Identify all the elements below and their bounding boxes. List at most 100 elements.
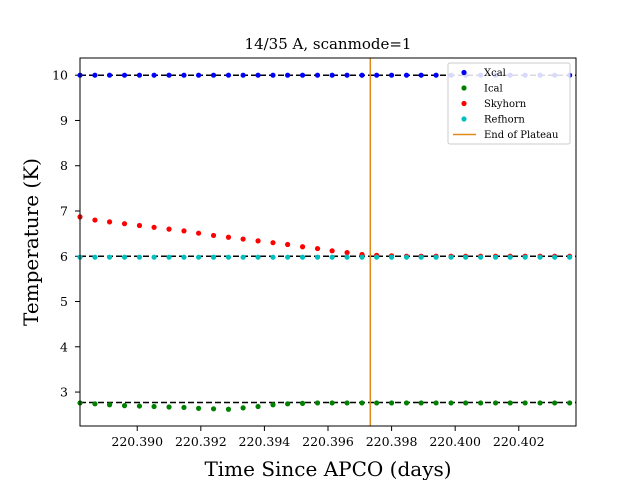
data-point xyxy=(121,221,128,227)
data-point xyxy=(433,254,439,260)
data-point xyxy=(329,254,335,260)
data-point xyxy=(359,72,365,78)
data-point xyxy=(374,72,380,78)
data-point xyxy=(463,254,469,260)
legend-marker xyxy=(461,69,467,76)
y-tick-label: 4 xyxy=(60,339,68,354)
data-point xyxy=(225,254,232,260)
data-point xyxy=(314,245,321,252)
data-point xyxy=(359,254,365,260)
data-point xyxy=(166,226,172,232)
data-point xyxy=(329,248,335,254)
x-tick-label: 220.392 xyxy=(175,434,227,449)
data-point xyxy=(136,403,143,409)
data-point xyxy=(314,254,321,260)
data-point xyxy=(225,406,232,412)
data-point xyxy=(403,72,410,78)
data-point xyxy=(210,406,217,412)
legend-label: Refhorn xyxy=(484,115,525,126)
data-point xyxy=(314,400,321,406)
data-point xyxy=(151,72,157,78)
series-ical xyxy=(77,400,573,412)
data-point xyxy=(344,400,350,406)
data-point xyxy=(299,244,306,250)
data-point xyxy=(255,254,261,260)
data-point xyxy=(329,72,335,78)
series-skyhorn xyxy=(77,214,573,259)
data-point xyxy=(240,72,246,78)
data-point xyxy=(270,240,276,246)
data-point xyxy=(121,254,128,260)
data-point xyxy=(121,72,128,78)
data-point xyxy=(255,72,261,78)
y-tick-label: 5 xyxy=(60,294,68,309)
y-tick-label: 10 xyxy=(52,68,68,83)
data-point xyxy=(106,254,113,260)
data-point xyxy=(181,72,187,78)
x-axis-label: Time Since APCO (days) xyxy=(204,457,451,480)
data-point xyxy=(106,402,113,408)
data-point xyxy=(344,250,350,256)
data-point xyxy=(537,254,543,260)
data-point xyxy=(166,404,172,410)
legend-label: Ical xyxy=(484,84,503,95)
data-point xyxy=(195,72,202,78)
data-point xyxy=(522,400,528,406)
data-point xyxy=(344,72,350,78)
legend-marker xyxy=(461,85,467,91)
data-point xyxy=(240,236,246,242)
data-point xyxy=(433,400,439,406)
data-point xyxy=(285,254,291,260)
data-point xyxy=(463,400,469,406)
data-point xyxy=(195,230,202,236)
data-point xyxy=(433,72,439,78)
data-point xyxy=(240,254,246,260)
data-point xyxy=(92,72,98,78)
data-point xyxy=(448,254,454,260)
x-tick-label: 220.400 xyxy=(429,434,481,449)
data-point xyxy=(299,72,306,78)
data-point xyxy=(210,254,217,260)
data-point xyxy=(344,254,350,260)
data-point xyxy=(285,72,291,78)
data-point xyxy=(418,400,424,406)
data-point xyxy=(166,254,172,260)
data-point xyxy=(299,400,306,406)
data-point xyxy=(388,72,395,78)
data-point xyxy=(255,238,261,244)
legend-marker xyxy=(461,116,467,122)
data-point xyxy=(106,219,113,225)
data-point xyxy=(136,222,143,229)
data-point xyxy=(285,241,291,248)
data-point xyxy=(492,254,499,260)
data-point xyxy=(567,254,573,260)
y-tick-label: 6 xyxy=(60,249,68,264)
data-point xyxy=(240,405,246,411)
data-point xyxy=(522,254,528,260)
data-point xyxy=(388,400,395,406)
data-point xyxy=(210,232,217,239)
data-point xyxy=(106,72,113,78)
data-point xyxy=(136,254,143,260)
data-point xyxy=(359,400,365,406)
data-point xyxy=(478,400,484,406)
data-point xyxy=(151,254,157,260)
data-point xyxy=(210,72,217,78)
x-tick-label: 220.396 xyxy=(302,434,354,449)
x-tick-label: 220.394 xyxy=(239,434,291,449)
data-point xyxy=(552,400,558,406)
data-point xyxy=(329,400,335,406)
data-point xyxy=(92,401,98,407)
data-point xyxy=(151,403,157,410)
data-point xyxy=(537,400,543,406)
data-point xyxy=(121,403,128,409)
data-point xyxy=(418,254,424,260)
data-point xyxy=(151,224,157,230)
data-point xyxy=(299,254,306,260)
data-point xyxy=(448,400,454,406)
legend-box xyxy=(447,62,571,145)
data-point xyxy=(270,402,276,408)
legend-marker xyxy=(461,100,467,107)
x-tick-label: 220.390 xyxy=(111,434,163,449)
